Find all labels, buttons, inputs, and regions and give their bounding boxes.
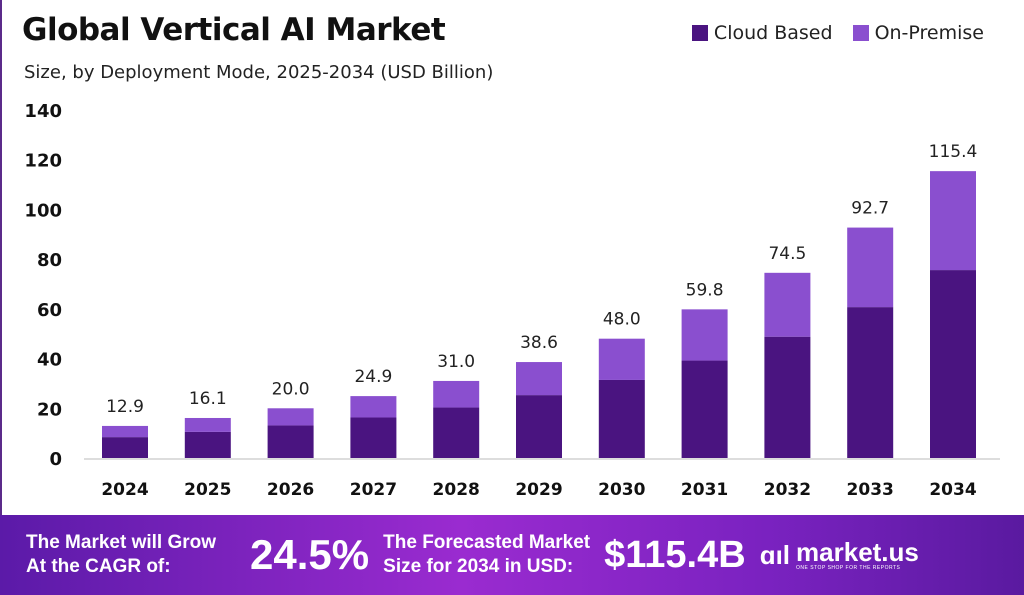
cagr-label-line2: At the CAGR of: <box>26 556 171 577</box>
cagr-value: 24.5% <box>250 531 370 578</box>
y-tick-label: 100 <box>24 200 62 221</box>
bar-onpremise <box>184 417 231 432</box>
logo-mark-icon: ɑıl <box>759 539 791 570</box>
total-label: 12.9 <box>106 397 144 417</box>
bar-onpremise <box>102 425 148 438</box>
x-tick-label: 2033 <box>847 480 894 500</box>
bar-cloud <box>102 437 148 458</box>
logo: ɑıl market.us ONE STOP SHOP FOR THE REPO… <box>760 539 919 571</box>
legend-item-onpremise: On-Premise <box>852 22 984 44</box>
y-tick-label: 120 <box>24 151 62 172</box>
y-tick-label: 60 <box>37 300 62 321</box>
legend-label-onpremise: On-Premise <box>874 22 984 44</box>
bar-onpremise <box>516 362 562 396</box>
total-label: 24.9 <box>354 367 392 387</box>
bar-onpremise <box>267 408 314 426</box>
x-tick-label: 2026 <box>267 480 314 500</box>
bar-cloud <box>764 336 811 458</box>
forecast-value: $115.4B <box>604 533 746 576</box>
x-tick-label: 2030 <box>598 480 645 500</box>
legend-swatch-cloud <box>691 25 708 41</box>
chart-plot: 0 20 40 60 80 100 120 140 12.9 2024 16.1 2025 20.0 20… <box>24 101 1000 500</box>
x-tick-label: 2031 <box>681 480 728 500</box>
legend-item-cloud: Cloud Based <box>691 22 833 44</box>
chart-title: Global Vertical AI Market <box>22 12 446 48</box>
legend: Cloud Based On-Premise <box>691 22 984 44</box>
total-label: 16.1 <box>189 389 227 409</box>
total-label: 31.0 <box>437 352 475 372</box>
x-tick-label: 2034 <box>929 480 976 500</box>
logo-text: market.us <box>796 537 919 567</box>
bar-cloud <box>847 307 894 458</box>
chart-subtitle: Size, by Deployment Mode, 2025-2034 (USD… <box>24 62 494 83</box>
cagr-label: The Market will Grow At the CAGR of: <box>26 531 216 579</box>
footer-banner: The Market will Grow At the CAGR of: 24.… <box>0 515 1024 595</box>
bar-cloud <box>681 360 728 458</box>
total-label: 38.6 <box>520 333 558 353</box>
y-tick-label: 140 <box>24 101 62 122</box>
forecast-label-line1: The Forecasted Market <box>383 532 591 553</box>
total-label: 59.8 <box>686 280 724 300</box>
legend-label-cloud: Cloud Based <box>713 22 833 44</box>
x-tick-label: 2028 <box>433 480 480 500</box>
cagr-label-line1: The Market will Grow <box>26 532 217 553</box>
total-label: 48.0 <box>603 310 641 330</box>
y-tick-label: 20 <box>37 399 62 420</box>
forecast-label-line2: Size for 2034 in USD: <box>383 556 574 577</box>
bar-onpremise <box>681 309 728 361</box>
total-label: 20.0 <box>272 379 310 399</box>
bar-cloud <box>930 270 976 458</box>
bar-cloud <box>598 379 645 458</box>
bar-cloud <box>433 407 480 458</box>
bar-onpremise <box>930 171 976 271</box>
x-tick-label: 2029 <box>515 480 562 500</box>
bar-cloud <box>350 417 397 458</box>
forecast-label: The Forecasted Market Size for 2034 in U… <box>383 531 590 579</box>
x-tick-label: 2032 <box>764 480 811 500</box>
bar-cloud <box>184 431 231 458</box>
logo-tagline: ONE STOP SHOP FOR THE REPORTS <box>796 565 901 571</box>
total-label: 74.5 <box>768 244 806 264</box>
bar-cloud <box>267 425 314 458</box>
bar-cloud <box>516 395 562 458</box>
x-tick-label: 2025 <box>184 480 231 500</box>
bar-onpremise <box>764 272 811 337</box>
bar-onpremise <box>598 338 645 380</box>
y-tick-label: 0 <box>49 449 62 470</box>
total-label: 115.4 <box>929 142 978 162</box>
x-tick-label: 2027 <box>350 480 397 500</box>
x-tick-label: 2024 <box>101 480 148 500</box>
bar-onpremise <box>847 227 894 308</box>
left-border <box>0 0 2 515</box>
total-label: 92.7 <box>851 199 889 219</box>
y-tick-label: 80 <box>37 250 62 271</box>
legend-swatch-onpremise <box>852 25 869 41</box>
y-tick-label: 40 <box>37 350 62 371</box>
bar-onpremise <box>350 396 397 418</box>
bar-onpremise <box>433 380 480 408</box>
